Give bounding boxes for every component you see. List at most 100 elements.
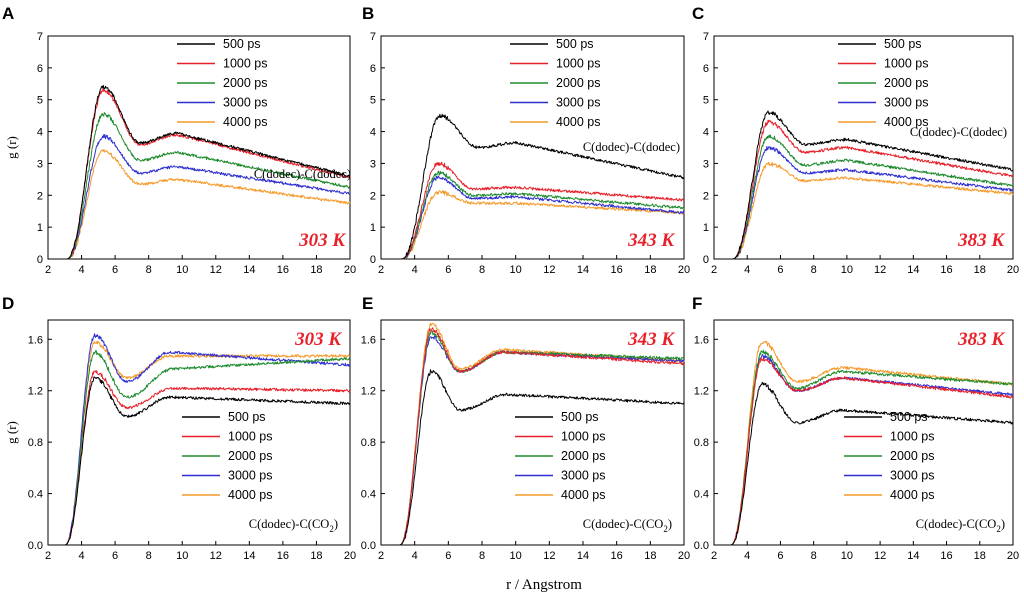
y-tick-label: 4	[370, 127, 376, 139]
legend-label: 3000 ps	[890, 469, 934, 483]
y-tick-label: 1.2	[694, 386, 709, 398]
x-tick-label: 4	[744, 550, 750, 562]
x-tick-label: 16	[940, 550, 952, 562]
x-tick-label: 8	[479, 550, 485, 562]
series-line-1000-ps	[714, 357, 1014, 546]
series-line-2000-ps	[714, 349, 1014, 546]
y-tick-label: 0.8	[28, 437, 43, 449]
legend-label: 2000 ps	[223, 76, 267, 90]
legend-label: 500 ps	[228, 410, 266, 424]
legend: 500 ps 1000 ps 2000 ps 3000 ps 4000 ps	[177, 37, 267, 129]
y-tick-label: 2	[370, 190, 376, 202]
y-tick-label: 1	[37, 222, 43, 234]
y-axis-label: g (r)	[4, 421, 19, 444]
x-tick-label: 16	[611, 264, 623, 276]
plot-frame	[713, 319, 1014, 546]
legend-label: 1000 ps	[228, 430, 272, 444]
legend-label: 1000 ps	[890, 430, 934, 444]
legend-label: 500 ps	[884, 37, 922, 51]
series-line-3000-ps	[381, 335, 685, 546]
y-tick-label: 6	[37, 63, 43, 75]
pair-annotation: C(dodec)-C(dodec)	[254, 167, 351, 181]
temperature-label: 343 K	[627, 230, 675, 251]
series-line-3000-ps	[48, 134, 351, 260]
y-tick-label: 0.0	[361, 540, 376, 552]
x-tick-label: 20	[1007, 264, 1019, 276]
y-axis-label: g (r)	[4, 136, 19, 159]
x-tick-label: 8	[479, 264, 485, 276]
series-line-2000-ps	[714, 134, 1014, 260]
series-line-500-ps	[381, 113, 685, 260]
x-tick-label: 12	[543, 264, 555, 276]
series-line-3000-ps	[381, 175, 685, 260]
panel-D: D 2 4 6 8 10 12 14 16 18 20 0.0 0.4 0.8 1.2 1.6 g (r) 500…	[2, 294, 356, 562]
x-tick-label: 18	[310, 264, 322, 276]
pair-annotation: C(dodec)-C(CO2)	[249, 517, 338, 534]
x-tick-label: 18	[644, 264, 656, 276]
legend: 500 ps 1000 ps 2000 ps 3000 ps 4000 ps	[182, 410, 272, 502]
legend-label: 4000 ps	[556, 115, 600, 129]
x-tick-label: 14	[907, 550, 919, 562]
legend-label: 3000 ps	[556, 96, 600, 110]
x-tick-label: 6	[112, 550, 118, 562]
x-tick-label: 8	[811, 550, 817, 562]
y-tick-label: 0	[37, 254, 43, 266]
panel-letter: F	[692, 294, 702, 313]
series-line-4000-ps	[48, 340, 351, 546]
y-tick-label: 3	[703, 158, 709, 170]
series-line-500-ps	[714, 110, 1014, 260]
x-tick-label: 4	[744, 264, 750, 276]
temperature-label: 343 K	[627, 329, 675, 350]
series-line-2000-ps	[381, 330, 685, 546]
y-tick-label: 7	[703, 31, 709, 43]
series-line-500-ps	[381, 369, 685, 546]
panel-letter: E	[362, 294, 373, 313]
y-tick-label: 0	[370, 254, 376, 266]
panel-E: E 2 4 6 8 10 12 14 16 18 20 0.0 0.4 0.8 1.2 1.6 500 ps 10…	[361, 294, 690, 562]
x-tick-label: 18	[974, 550, 986, 562]
legend-label: 500 ps	[561, 410, 599, 424]
legend-label: 4000 ps	[561, 488, 605, 502]
series-line-2000-ps	[381, 170, 685, 260]
legend-label: 1000 ps	[223, 57, 267, 71]
series-line-500-ps	[714, 381, 1014, 546]
legend-label: 2000 ps	[884, 76, 928, 90]
x-tick-label: 12	[210, 264, 222, 276]
y-tick-label: 1.6	[28, 334, 43, 346]
x-tick-label: 8	[146, 550, 152, 562]
series-line-1000-ps	[381, 161, 685, 260]
legend-label: 1000 ps	[884, 57, 928, 71]
y-tick-label: 2	[703, 190, 709, 202]
x-tick-label: 10	[841, 550, 853, 562]
legend-label: 2000 ps	[561, 449, 605, 463]
y-tick-label: 0.8	[361, 437, 376, 449]
y-tick-label: 1	[703, 222, 709, 234]
series-line-2000-ps	[48, 350, 351, 546]
legend-label: 4000 ps	[223, 115, 267, 129]
x-tick-label: 2	[378, 264, 384, 276]
x-tick-label: 20	[344, 264, 356, 276]
temperature-label: 383 K	[957, 230, 1005, 251]
legend-label: 1000 ps	[561, 430, 605, 444]
y-tick-label: 0.4	[361, 489, 376, 501]
legend: 500 ps 1000 ps 2000 ps 3000 ps 4000 ps	[510, 37, 600, 129]
legend-label: 3000 ps	[228, 469, 272, 483]
x-tick-label: 4	[412, 550, 418, 562]
x-tick-label: 10	[176, 550, 188, 562]
x-tick-label: 20	[678, 550, 690, 562]
x-tick-label: 14	[243, 550, 255, 562]
plot-frame	[713, 35, 1014, 260]
plot-frame	[47, 319, 351, 546]
panel-letter: A	[2, 4, 14, 23]
y-tick-label: 0.0	[28, 540, 43, 552]
y-tick-label: 3	[370, 158, 376, 170]
series-line-4000-ps	[48, 149, 351, 260]
legend-label: 2000 ps	[228, 449, 272, 463]
x-tick-label: 20	[1007, 550, 1019, 562]
x-tick-label: 10	[176, 264, 188, 276]
x-tick-label: 4	[412, 264, 418, 276]
y-tick-label: 6	[370, 63, 376, 75]
panel-F: F 2 4 6 8 10 12 14 16 18 20 0.0 0.4 0.8 1.2 1.6 500 ps 10…	[692, 294, 1019, 562]
